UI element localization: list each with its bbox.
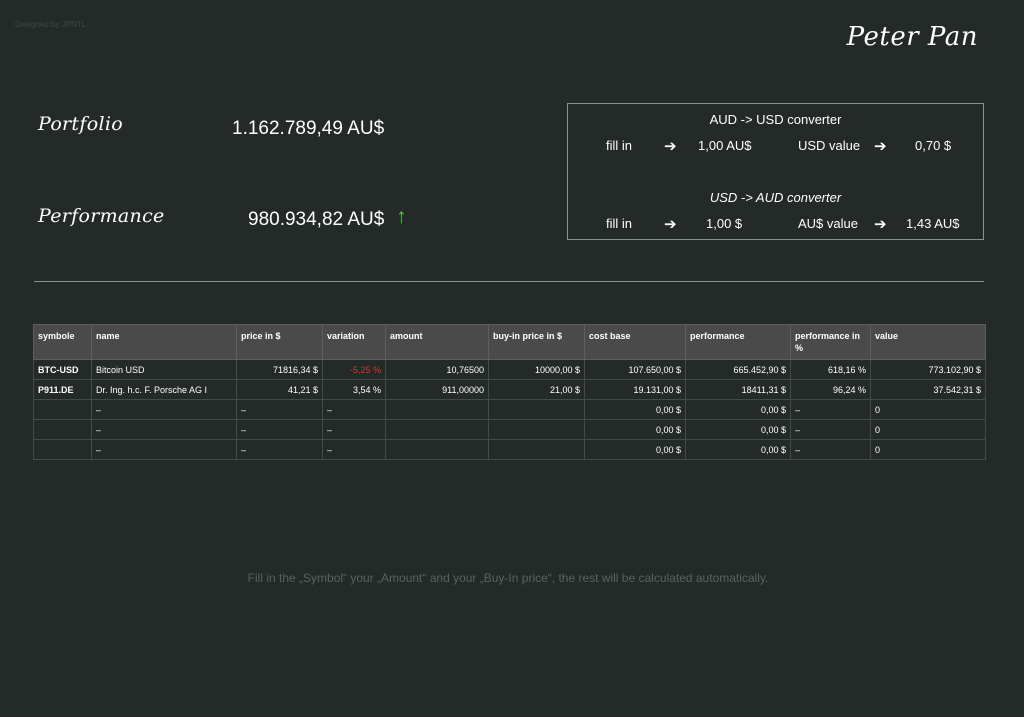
value-cell: 0	[870, 419, 986, 440]
aud-input-field[interactable]: 1,00 AU$	[698, 138, 752, 153]
trend-up-icon: ↑	[396, 205, 407, 228]
table-row: – – – 0,00 $ 0,00 $ – 0	[33, 439, 986, 460]
portfolio-value: 1.162.789,49 AU$	[232, 118, 385, 139]
arrow-right-icon: ➔	[874, 216, 887, 233]
column-header-performance: performance	[685, 324, 791, 360]
table-row: – – – 0,00 $ 0,00 $ – 0	[33, 399, 986, 420]
cost-base-cell: 0,00 $	[584, 419, 686, 440]
cost-base-cell: 0,00 $	[584, 399, 686, 420]
usd-value-label: USD value	[798, 138, 861, 153]
name-cell: Bitcoin USD	[91, 359, 237, 380]
instructions-note: Fill in the „Symbol“ your „Amount“ and y…	[247, 571, 769, 585]
symbol-cell[interactable]: P911.DE	[33, 379, 92, 400]
performance-cell: 18411,31 $	[685, 379, 791, 400]
name-cell: –	[91, 419, 237, 440]
performance-cell: 0,00 $	[685, 439, 791, 460]
symbol-cell[interactable]	[33, 399, 92, 420]
amount-cell[interactable]	[385, 419, 489, 440]
buy-in-cell[interactable]: 10000,00 $	[488, 359, 585, 380]
fill-in-label: fill in	[606, 138, 633, 153]
performance-label: Performance	[38, 205, 165, 227]
cost-base-cell: 0,00 $	[584, 439, 686, 460]
aud-result-value: 1,43 AU$	[906, 216, 960, 231]
table-row: – – – 0,00 $ 0,00 $ – 0	[33, 419, 986, 440]
amount-cell[interactable]	[385, 439, 489, 460]
name-cell: –	[91, 399, 237, 420]
value-cell: 0	[870, 439, 986, 460]
user-name: Peter Pan	[846, 22, 978, 52]
amount-cell[interactable]: 911,00000	[385, 379, 489, 400]
holdings-table: symbole name price in $ variation amount…	[33, 324, 986, 460]
portfolio-label: Portfolio	[38, 113, 123, 135]
usd-input-field[interactable]: 1,00 $	[706, 216, 743, 231]
performance-value: 980.934,82 AU$	[248, 209, 385, 230]
symbol-cell[interactable]	[33, 439, 92, 460]
buy-in-cell[interactable]	[488, 419, 585, 440]
variation-cell: 3,54 %	[322, 379, 386, 400]
buy-in-cell[interactable]	[488, 439, 585, 460]
symbol-cell[interactable]	[33, 419, 92, 440]
variation-cell: -5,25 %	[322, 359, 386, 380]
table-header-row: symbole name price in $ variation amount…	[33, 324, 986, 360]
performance-pct-cell: –	[790, 439, 871, 460]
arrow-right-icon: ➔	[664, 216, 677, 233]
section-divider	[34, 281, 984, 282]
usd-aud-converter-title: USD -> AUD converter	[709, 190, 842, 205]
fill-in-label: fill in	[606, 216, 633, 231]
currency-converter-panel: AUD -> USD converter fill in ➔ 1,00 AU$ …	[567, 103, 984, 240]
table-row: P911.DE Dr. Ing. h.c. F. Porsche AG I 41…	[33, 379, 986, 400]
variation-cell: –	[322, 399, 386, 420]
cost-base-cell: 19.131,00 $	[584, 379, 686, 400]
price-cell: 71816,34 $	[236, 359, 323, 380]
symbol-cell[interactable]: BTC-USD	[33, 359, 92, 380]
arrow-right-icon: ➔	[664, 138, 677, 155]
aud-usd-converter-title: AUD -> USD converter	[709, 112, 842, 127]
column-header-value: value	[870, 324, 986, 360]
price-cell: –	[236, 399, 323, 420]
performance-cell: 665.452,90 $	[685, 359, 791, 380]
column-header-price: price in $	[236, 324, 323, 360]
column-header-performance-pct: performance in %	[790, 324, 871, 360]
cost-base-cell: 107.650,00 $	[584, 359, 686, 380]
performance-cell: 0,00 $	[685, 399, 791, 420]
performance-pct-cell: 618,16 %	[790, 359, 871, 380]
price-cell: –	[236, 439, 323, 460]
price-cell: –	[236, 419, 323, 440]
column-header-symbol: symbole	[33, 324, 92, 360]
variation-cell: –	[322, 439, 386, 460]
aud-value-label: AU$ value	[798, 216, 858, 231]
price-cell: 41,21 $	[236, 379, 323, 400]
variation-cell: –	[322, 419, 386, 440]
amount-cell[interactable]: 10,76500	[385, 359, 489, 380]
column-header-amount: amount	[385, 324, 489, 360]
buy-in-cell[interactable]: 21,00 $	[488, 379, 585, 400]
name-cell: Dr. Ing. h.c. F. Porsche AG I	[91, 379, 237, 400]
performance-pct-cell: –	[790, 399, 871, 420]
usd-result-value: 0,70 $	[915, 138, 952, 153]
arrow-right-icon: ➔	[874, 138, 887, 155]
buy-in-cell[interactable]	[488, 399, 585, 420]
table-row: BTC-USD Bitcoin USD 71816,34 $ -5,25 % 1…	[33, 359, 986, 380]
value-cell: 773.102,90 $	[870, 359, 986, 380]
amount-cell[interactable]	[385, 399, 489, 420]
value-cell: 37.542,31 $	[870, 379, 986, 400]
performance-pct-cell: –	[790, 419, 871, 440]
name-cell: –	[91, 439, 237, 460]
performance-pct-cell: 96,24 %	[790, 379, 871, 400]
column-header-cost-base: cost base	[584, 324, 686, 360]
performance-cell: 0,00 $	[685, 419, 791, 440]
column-header-name: name	[91, 324, 237, 360]
designer-credit: Designed by JPNTL	[15, 20, 87, 29]
column-header-variation: variation	[322, 324, 386, 360]
column-header-buy-in: buy-in price in $	[488, 324, 585, 360]
value-cell: 0	[870, 399, 986, 420]
